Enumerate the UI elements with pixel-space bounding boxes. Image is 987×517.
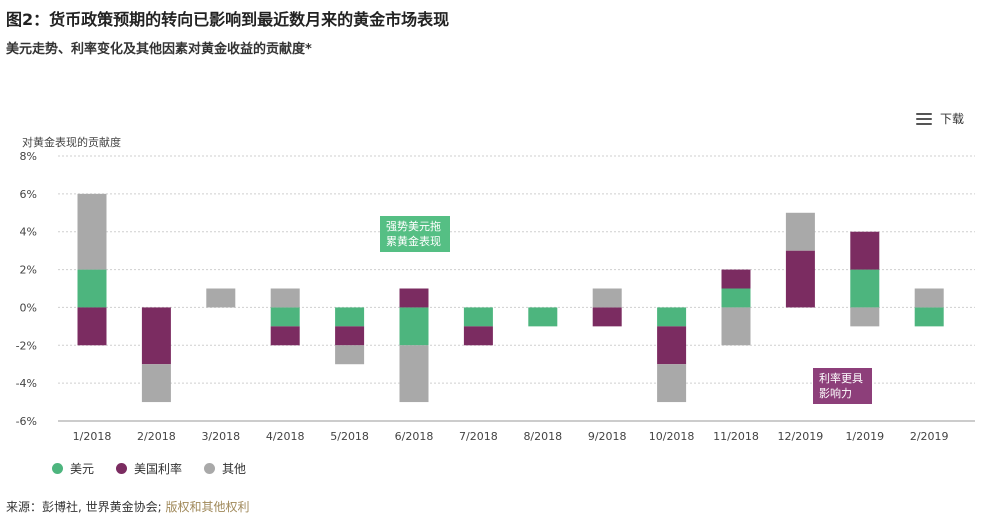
y-tick-label: -2% bbox=[16, 339, 37, 352]
legend-label-other: 其他 bbox=[222, 462, 247, 476]
x-tick-label: 2/2019 bbox=[910, 430, 949, 443]
annotation-rates-influence: 利率更具 影响力 bbox=[813, 368, 872, 404]
bar-segment-usd[interactable] bbox=[399, 307, 429, 346]
y-tick-label: 8% bbox=[20, 150, 37, 163]
y-tick-label: 4% bbox=[20, 226, 37, 239]
y-tick-label: -4% bbox=[16, 377, 37, 390]
bar-segment-rates[interactable] bbox=[657, 326, 687, 365]
bar-segment-usd[interactable] bbox=[463, 307, 493, 327]
bar-segment-rates[interactable] bbox=[463, 326, 493, 346]
legend-dot-usd bbox=[52, 463, 63, 474]
bar-segment-rates[interactable] bbox=[335, 326, 365, 346]
bar-segment-other[interactable] bbox=[850, 307, 880, 327]
bar-segment-rates[interactable] bbox=[592, 307, 622, 327]
x-tick-label: 4/2018 bbox=[266, 430, 305, 443]
x-tick-label: 12/2019 bbox=[778, 430, 824, 443]
bar-segment-other[interactable] bbox=[206, 288, 236, 308]
x-tick-label: 1/2019 bbox=[845, 430, 884, 443]
bar-segment-rates[interactable] bbox=[850, 231, 880, 270]
download-label: 下载 bbox=[940, 112, 965, 126]
annotation-text: 累黄金表现 bbox=[386, 235, 441, 248]
bar-segment-usd[interactable] bbox=[721, 288, 751, 308]
bar-segment-usd[interactable] bbox=[335, 307, 365, 327]
annotation-text: 利率更具 bbox=[819, 372, 863, 385]
download-button[interactable]: 下载 bbox=[916, 110, 964, 127]
bar-segment-other[interactable] bbox=[592, 288, 622, 308]
bar-segment-other[interactable] bbox=[335, 345, 365, 365]
rights-link[interactable]: 版权和其他权利 bbox=[165, 500, 250, 514]
source-prefix: 来源： bbox=[6, 500, 43, 514]
legend-item-other[interactable]: 其他 bbox=[204, 460, 246, 477]
y-axis-label: 对黄金表现的贡献度 bbox=[22, 135, 121, 149]
bar-segment-rates[interactable] bbox=[270, 326, 300, 346]
y-tick-label: -6% bbox=[16, 415, 37, 428]
x-tick-label: 6/2018 bbox=[395, 430, 434, 443]
bar-segment-rates[interactable] bbox=[785, 250, 815, 308]
bar-segment-other[interactable] bbox=[399, 345, 429, 403]
bar-segment-other[interactable] bbox=[141, 364, 171, 403]
bar-segment-rates[interactable] bbox=[77, 307, 107, 346]
x-tick-label: 9/2018 bbox=[588, 430, 627, 443]
x-tick-label: 10/2018 bbox=[649, 430, 695, 443]
hamburger-menu-icon bbox=[916, 112, 932, 125]
annotation-text: 强势美元拖 bbox=[386, 220, 441, 233]
x-tick-label: 1/2018 bbox=[73, 430, 112, 443]
chart-title: 图2：货币政策预期的转向已影响到最近数月来的黄金市场表现 bbox=[6, 10, 450, 29]
x-tick-label: 7/2018 bbox=[459, 430, 498, 443]
legend-dot-other bbox=[204, 463, 216, 474]
legend-dot-rates bbox=[116, 463, 128, 474]
x-tick-label: 5/2018 bbox=[330, 430, 369, 443]
bar-segment-usd[interactable] bbox=[270, 307, 300, 327]
bar-segment-other[interactable] bbox=[785, 212, 815, 251]
bar-segment-rates[interactable] bbox=[721, 269, 751, 289]
legend-label-usd: 美元 bbox=[70, 462, 95, 476]
bar-segment-usd[interactable] bbox=[77, 269, 107, 308]
bar-segment-other[interactable] bbox=[77, 193, 107, 270]
bar-segment-other[interactable] bbox=[270, 288, 300, 308]
x-tick-label: 11/2018 bbox=[713, 430, 759, 443]
legend-item-usd[interactable]: 美元 bbox=[52, 460, 94, 477]
bar-segment-other[interactable] bbox=[721, 307, 751, 346]
annotation-text: 影响力 bbox=[819, 387, 852, 400]
x-tick-label: 8/2018 bbox=[523, 430, 562, 443]
x-tick-label: 3/2018 bbox=[201, 430, 240, 443]
bar-segment-usd[interactable] bbox=[528, 307, 558, 327]
source-note: 来源：彭博社, 世界黄金协会; 版权和其他权利 bbox=[6, 498, 250, 515]
bar-segment-usd[interactable] bbox=[850, 269, 880, 308]
bar-segment-other[interactable] bbox=[657, 364, 687, 403]
legend-label-rates: 美国利率 bbox=[134, 462, 183, 476]
legend-item-rates[interactable]: 美国利率 bbox=[116, 460, 182, 477]
y-tick-label: 2% bbox=[20, 264, 37, 277]
bar-segment-rates[interactable] bbox=[399, 288, 429, 308]
bar-segment-rates[interactable] bbox=[141, 307, 171, 365]
chart-subtitle: 美元走势、利率变化及其他因素对黄金收益的贡献度* bbox=[6, 42, 312, 57]
chart-legend: 美元 美国利率 其他 bbox=[52, 460, 246, 477]
y-tick-label: 0% bbox=[20, 301, 37, 314]
bar-segment-usd[interactable] bbox=[914, 307, 944, 327]
source-text: 彭博社, 世界黄金协会; bbox=[42, 500, 166, 514]
x-tick-label: 2/2018 bbox=[137, 430, 176, 443]
bar-segment-other[interactable] bbox=[914, 288, 944, 308]
annotation-strong-dollar: 强势美元拖 累黄金表现 bbox=[380, 216, 450, 252]
bar-segment-usd[interactable] bbox=[657, 307, 687, 327]
y-tick-label: 6% bbox=[20, 188, 37, 201]
